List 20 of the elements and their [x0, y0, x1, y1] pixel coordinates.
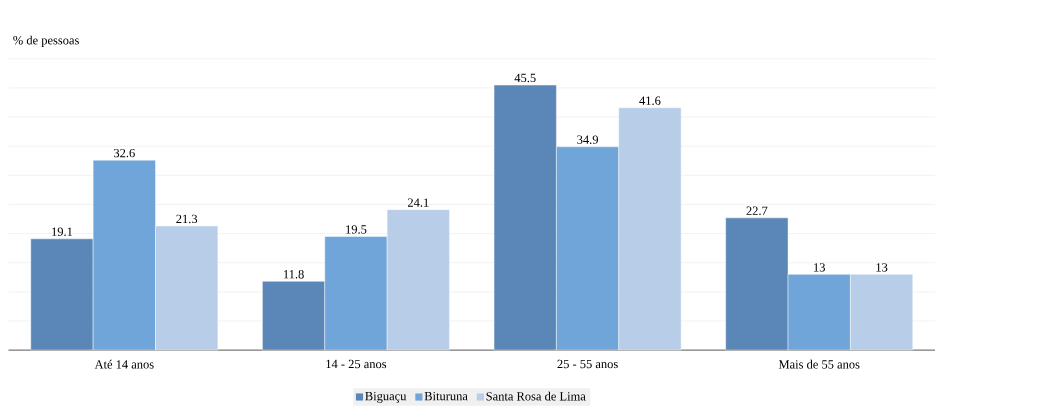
x-tick-label: Mais de 55 anos [778, 359, 860, 369]
data-label: 34.9 [577, 135, 598, 145]
y-axis-title: % de pessoas [13, 35, 79, 48]
legend-label: Biguaçu [365, 392, 407, 404]
x-tick-label: Até 14 anos [94, 359, 154, 369]
legend-label: Santa Rosa de Lima [486, 391, 586, 401]
data-label: 45.5 [514, 73, 536, 83]
data-label: 21.3 [176, 214, 198, 224]
x-tick-label: 14 - 25 anos [326, 359, 387, 369]
data-label: 41.6 [639, 96, 661, 106]
data-label: 11.8 [284, 270, 304, 279]
data-label: 13 [876, 263, 888, 272]
data-label: 19.5 [346, 225, 367, 234]
data-label: 22.7 [746, 206, 768, 216]
data-label: 19.1 [52, 227, 73, 237]
legend-label: Bituruna [424, 392, 468, 401]
data-label: 13 [814, 263, 825, 272]
data-label: 32.6 [114, 149, 135, 158]
data-label: 24.1 [407, 198, 429, 207]
x-tick-label: 25 - 55 anos [557, 359, 618, 369]
